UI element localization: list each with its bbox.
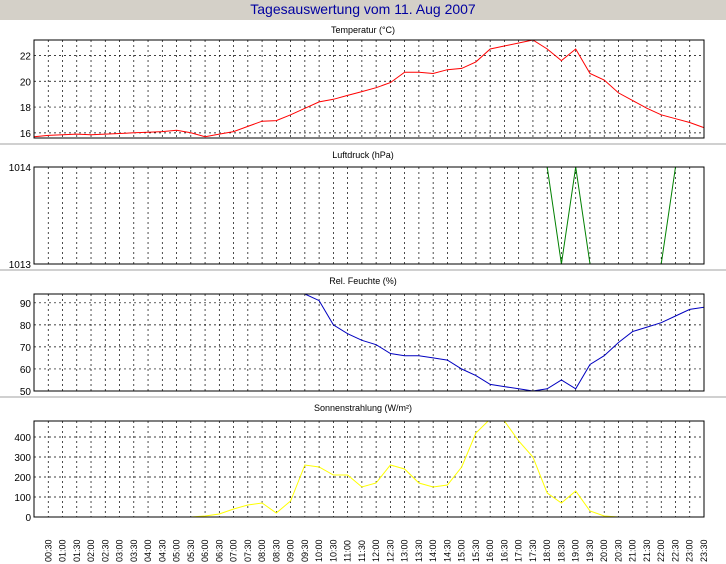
plot-frame xyxy=(33,39,705,139)
x-tick-label: 10:00 xyxy=(314,539,324,562)
chart-panel-luftdruck: Luftdruck (hPa) 1013 1014 xyxy=(0,143,726,271)
panel-title-temperatur: Temperatur (°C) xyxy=(331,25,395,35)
x-tick-label: 19:00 xyxy=(571,539,581,562)
x-tick-label: 14:00 xyxy=(428,539,438,562)
x-tick-label: 07:00 xyxy=(229,539,239,562)
x-tick-label: 14:30 xyxy=(442,539,452,562)
x-tick-label: 13:00 xyxy=(400,539,410,562)
y-tick-label: 0 xyxy=(25,513,31,524)
x-tick-label: 21:30 xyxy=(642,539,652,562)
x-tick-label: 20:30 xyxy=(613,539,623,562)
series-line-sonnenstrahlung xyxy=(190,421,619,517)
x-tick-label: 02:00 xyxy=(86,539,96,562)
x-tick-label: 09:00 xyxy=(286,539,296,562)
x-tick-label: 06:00 xyxy=(200,539,210,562)
x-tick-label: 17:00 xyxy=(514,539,524,562)
x-tick-label: 22:30 xyxy=(670,539,680,562)
x-tick-label: 13:30 xyxy=(414,539,424,562)
x-tick-label: 09:30 xyxy=(300,539,310,562)
x-tick-label: 11:00 xyxy=(343,540,353,562)
panel-background xyxy=(0,20,726,564)
x-tick-label: 15:30 xyxy=(471,539,481,562)
y-tick-label: 60 xyxy=(20,365,32,376)
x-tick-label: 03:30 xyxy=(129,539,139,562)
x-tick-label: 04:00 xyxy=(143,539,153,562)
x-tick-label: 04:30 xyxy=(157,539,167,562)
x-tick-label: 19:30 xyxy=(585,539,595,562)
y-tick-label: 20 xyxy=(20,77,32,88)
x-tick-label: 15:00 xyxy=(457,539,467,562)
chart-panel-sonnenstrahlung: Sonnenstrahlung (W/m²) 0 100 200 300 400 xyxy=(0,396,726,524)
page-title: Tagesauswertung vom 11. Aug 2007 xyxy=(250,1,476,17)
y-tick-label: 22 xyxy=(20,51,32,62)
x-tick-label: 01:30 xyxy=(72,539,82,562)
y-tick-label: 400 xyxy=(14,433,31,444)
y-tick-label: 50 xyxy=(20,387,32,398)
chart-panel-feuchte: Rel. Feuchte (%) 50 60 70 80 90 xyxy=(0,269,726,398)
x-tick-label: 07:30 xyxy=(243,539,253,562)
y-tick-label: 16 xyxy=(20,129,32,140)
x-tick-label: 16:30 xyxy=(499,539,509,562)
panel-title-sonnenstrahlung: Sonnenstrahlung (W/m²) xyxy=(314,403,412,413)
series-line-temperatur xyxy=(34,40,704,138)
x-tick-label: 16:00 xyxy=(485,539,495,562)
y-tick-label: 70 xyxy=(20,343,32,354)
x-tick-label: 12:00 xyxy=(371,539,381,562)
y-tick-label: 1013 xyxy=(9,260,32,271)
plot-frame xyxy=(33,420,705,518)
x-tick-label: 12:30 xyxy=(385,539,395,562)
panel-title-luftdruck: Luftdruck (hPa) xyxy=(332,150,394,160)
y-tick-label: 18 xyxy=(20,103,32,114)
x-tick-label: 05:00 xyxy=(172,539,182,562)
x-tick-label: 23:30 xyxy=(699,539,709,562)
x-tick-label: 06:30 xyxy=(214,539,224,562)
y-tick-label: 200 xyxy=(14,473,31,484)
x-tick-label: 23:00 xyxy=(685,539,695,562)
x-tick-label: 08:30 xyxy=(271,539,281,562)
x-tick-label: 02:30 xyxy=(100,539,110,562)
y-tick-label: 100 xyxy=(14,493,31,504)
x-axis: 00:30 01:00 01:30 02:00 02:30 03:00 03:30 04:00… xyxy=(43,539,709,562)
y-tick-label: 90 xyxy=(20,299,32,310)
x-tick-label: 08:00 xyxy=(257,539,267,562)
x-tick-label: 00:30 xyxy=(43,539,53,562)
x-tick-label: 22:00 xyxy=(656,539,666,562)
x-tick-label: 03:00 xyxy=(115,539,125,562)
y-tick-label: 1014 xyxy=(9,163,32,174)
x-tick-label: 20:00 xyxy=(599,539,609,562)
series-line-feuchte xyxy=(304,294,704,391)
panel-title-feuchte: Rel. Feuchte (%) xyxy=(329,276,397,286)
x-tick-label: 01:00 xyxy=(58,539,68,562)
y-tick-label: 300 xyxy=(14,453,31,464)
x-tick-label: 18:00 xyxy=(542,539,552,562)
x-tick-label: 17:30 xyxy=(528,539,538,562)
chart-panel-temperatur: Temperatur (°C) 16 18 20 22 xyxy=(20,25,705,140)
x-tick-label: 11:30 xyxy=(357,540,367,562)
plot-frame xyxy=(33,293,705,392)
x-tick-label: 05:30 xyxy=(186,539,196,562)
series-line-luftdruck xyxy=(546,167,676,264)
y-tick-label: 80 xyxy=(20,321,32,332)
plot-frame xyxy=(33,166,705,265)
x-tick-label: 10:30 xyxy=(328,539,338,562)
x-tick-label: 18:30 xyxy=(556,539,566,562)
x-tick-label: 21:00 xyxy=(628,539,638,562)
